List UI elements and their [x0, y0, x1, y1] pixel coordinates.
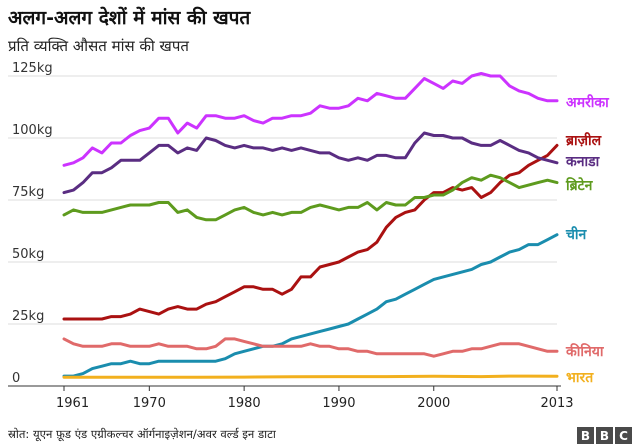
series-line-1 [62, 143, 559, 321]
source-note: स्रोत: यूएन फ़ूड एंड एग्रीकल्चर ऑर्गनाइज… [8, 427, 276, 441]
series-label-0: अमरीका [566, 94, 610, 111]
bbc-logo-letter: B [577, 427, 594, 444]
series-labels: अमरीका ब्राज़ील कनाडा ब्रिटेन चीन कीनिया भारत [565, 94, 610, 386]
x-tick-label: 1961 [56, 396, 89, 411]
series-lines [62, 72, 559, 379]
series-label-4: चीन [565, 226, 588, 243]
x-tick-label: 2000 [417, 396, 450, 411]
y-tick-label: 125kg [12, 61, 53, 76]
y-tick-label: 75kg [12, 185, 44, 200]
series-label-3: ब्रिटेन [565, 177, 594, 194]
series-line-3 [62, 173, 559, 222]
y-tick-label: 25kg [12, 309, 44, 324]
y-tick-label: 100kg [12, 123, 53, 138]
series-label-1: ब्राज़ील [565, 132, 602, 149]
x-tick-label: 2013 [540, 396, 573, 411]
series-line-4 [62, 233, 559, 378]
y-tick-label: 50kg [12, 247, 44, 262]
chart-title: अलग-अलग देशों में मांस की खपत [8, 7, 251, 29]
series-line-2 [62, 131, 559, 195]
chart-subtitle: प्रति व्यक्ति औसत मांस की खपत [8, 37, 189, 55]
series-label-6: भारत [566, 370, 594, 386]
bbc-logo: B B C [577, 427, 632, 444]
series-label-5: कीनिया [565, 343, 605, 360]
series-label-2: कनाडा [565, 154, 601, 170]
series-line-0 [62, 72, 559, 167]
series-line-5 [62, 337, 559, 358]
x-tick-label: 1990 [322, 396, 355, 411]
x-tick-label: 1970 [133, 396, 166, 411]
grid-lines [8, 75, 557, 325]
y-tick-label: 0 [12, 371, 20, 386]
y-axis-ticks: 0 25kg 50kg 75kg 100kg 125kg [12, 61, 53, 386]
bbc-logo-letter: C [615, 427, 632, 444]
bbc-logo-letter: B [596, 427, 613, 444]
x-axis: 1961 1970 1980 1990 2000 2013 [8, 385, 574, 411]
series-line-6 [62, 374, 559, 379]
x-tick-label: 1980 [228, 396, 261, 411]
